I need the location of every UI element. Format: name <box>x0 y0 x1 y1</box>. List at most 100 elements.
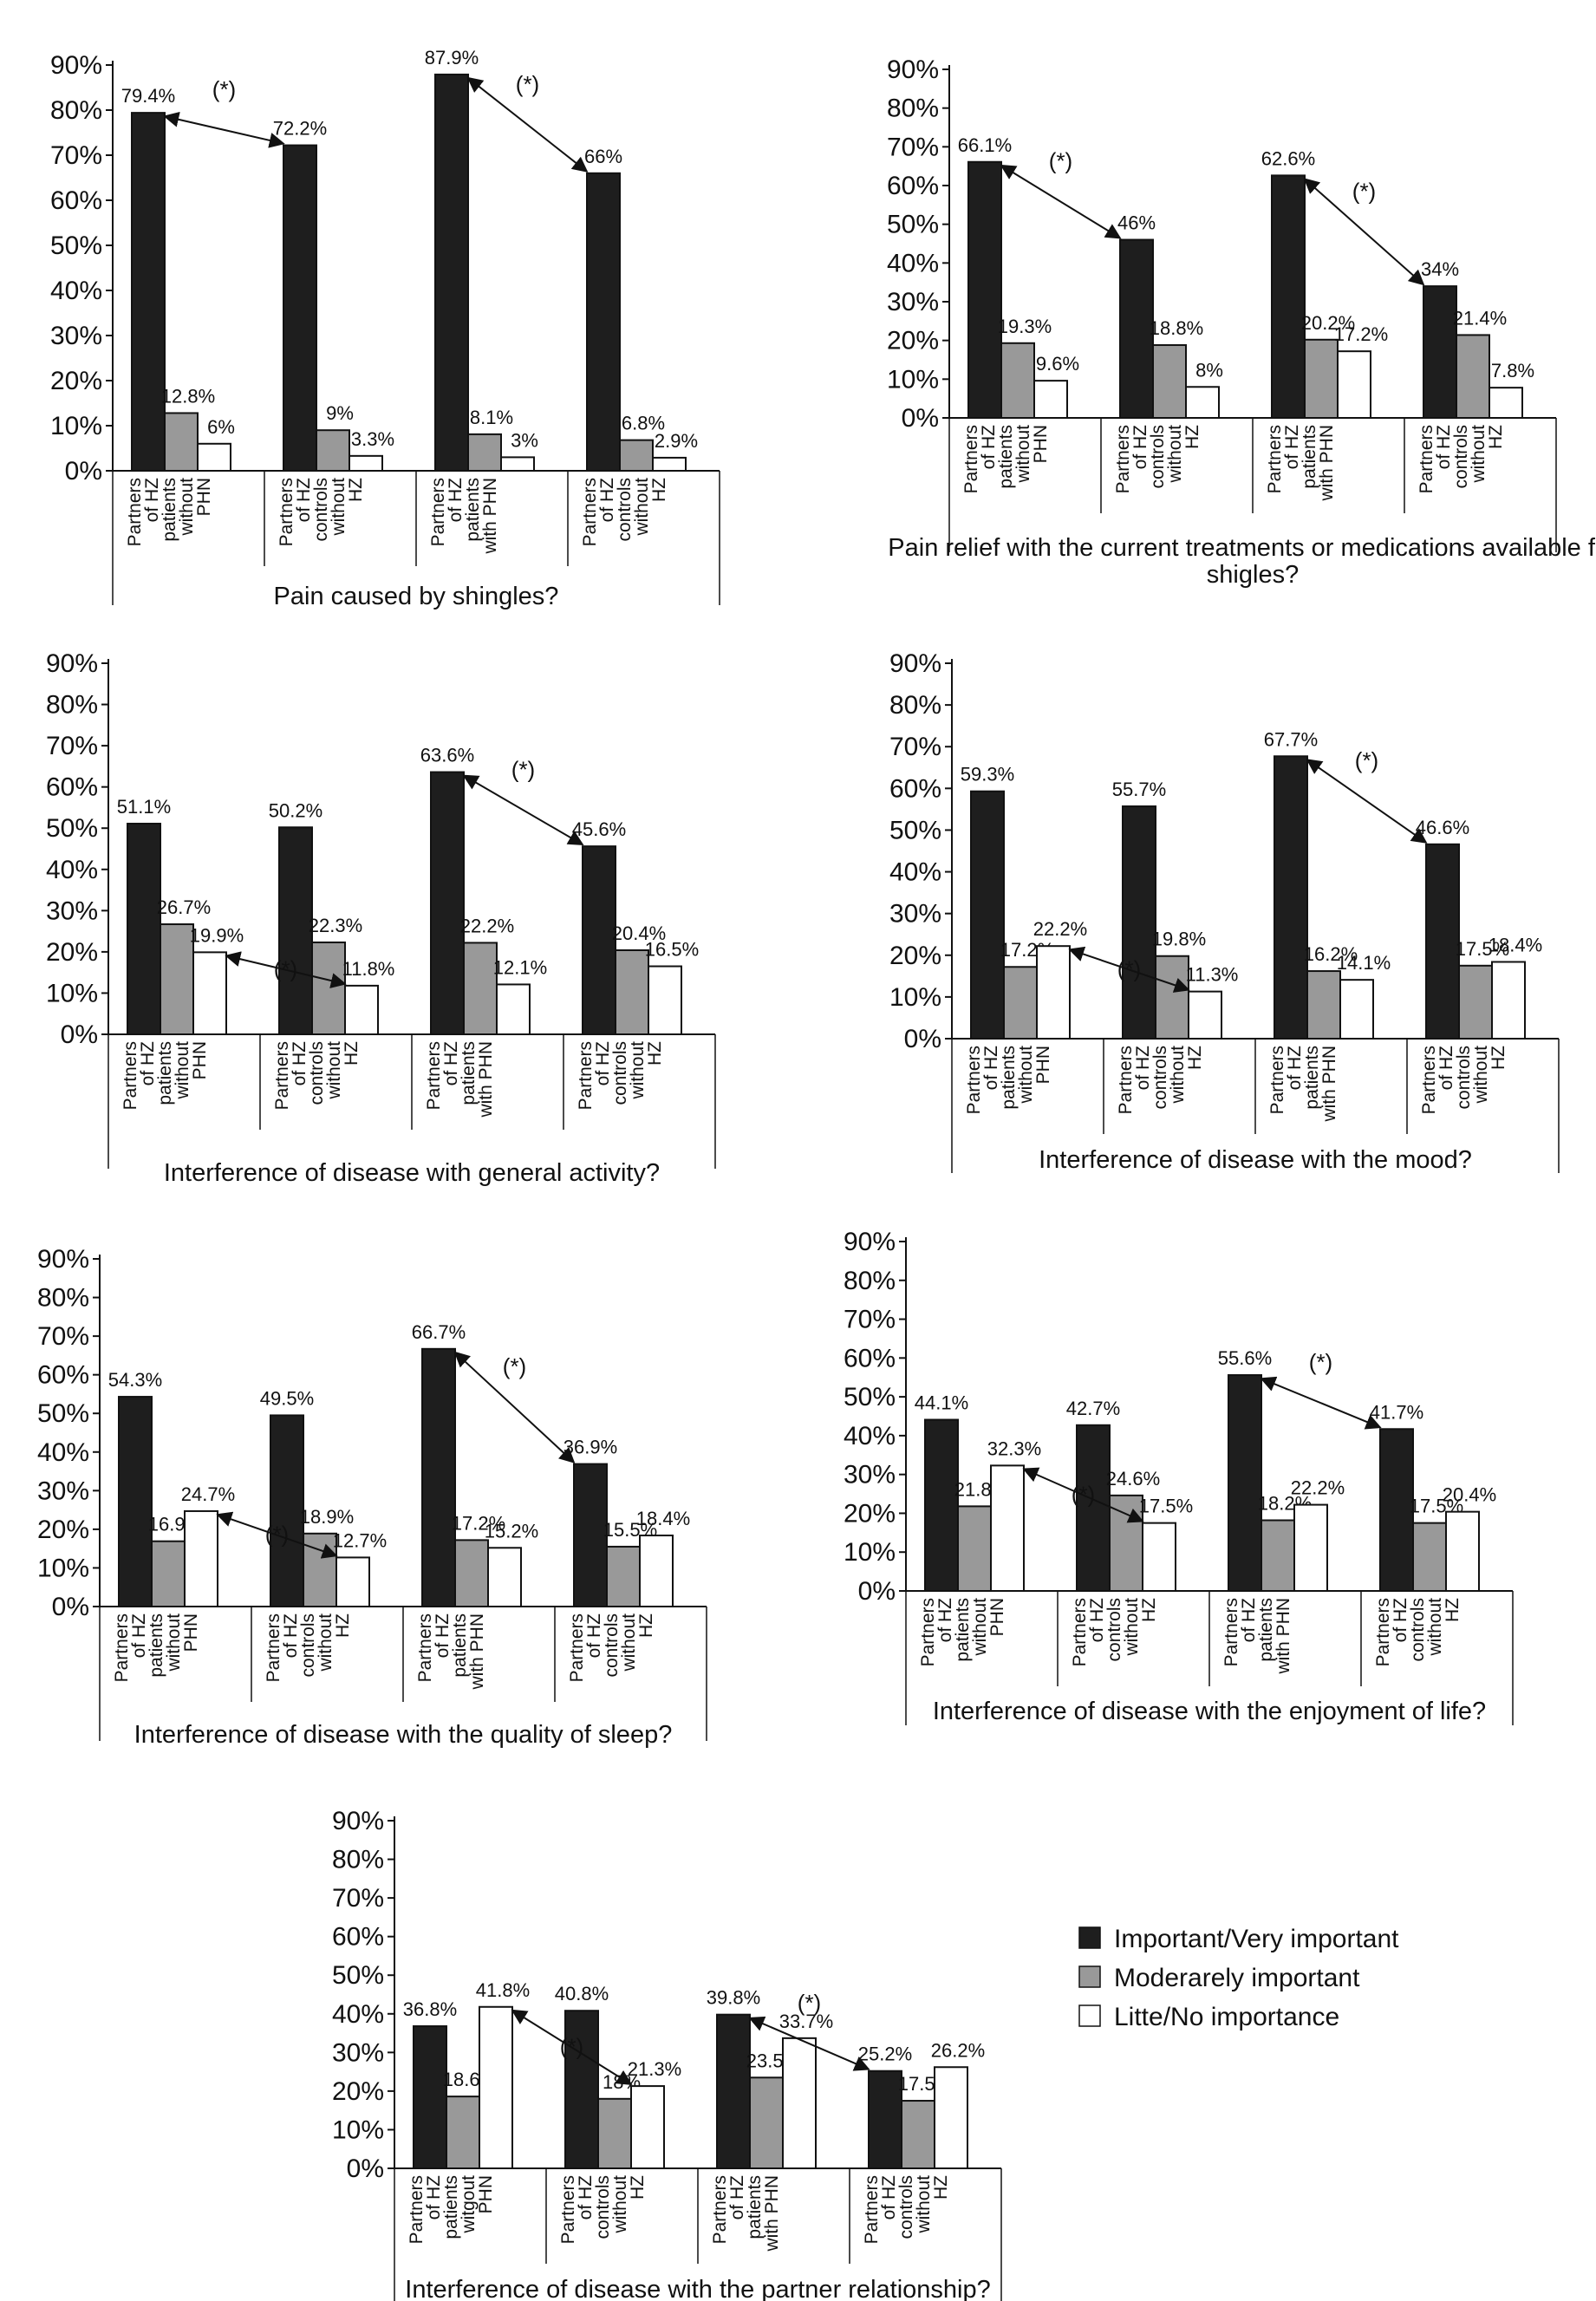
bar-important <box>970 790 1005 1040</box>
category-label-line: with PHN <box>1319 1046 1339 1123</box>
data-label: 50.2% <box>269 799 322 821</box>
category-label-line: HZ <box>628 2175 648 2200</box>
bar-little <box>1036 945 1071 1040</box>
category-label: Partnersof HZpatientswithoutPHN <box>121 1041 210 1111</box>
category-label-line: Partners <box>121 1041 140 1110</box>
category-label-line: of HZ <box>441 1041 461 1086</box>
category-label-line: without <box>1016 1046 1036 1105</box>
bar-moderate <box>606 1545 641 1607</box>
category-label-line: without <box>173 1041 192 1100</box>
significance-marker: (*) <box>798 1990 821 2016</box>
category-label-line: controls <box>610 1041 630 1105</box>
y-tick-label: 70% <box>844 1306 896 1334</box>
bar-moderate <box>463 942 498 1035</box>
bar-moderate <box>160 923 194 1035</box>
data-label: 22.3% <box>309 915 362 936</box>
y-tick-label: 0% <box>65 457 102 486</box>
y-tick-label: 90% <box>50 51 102 80</box>
data-label: 67.7% <box>1264 728 1318 750</box>
category-label-line: Partners <box>918 1598 938 1666</box>
bar-moderate <box>303 1532 337 1608</box>
category-label-line: of HZ <box>142 478 162 523</box>
category-label-line: patients <box>450 1613 470 1678</box>
category-label-line: Partners <box>558 2175 578 2244</box>
category-label-line: PHN <box>190 1041 210 1079</box>
data-label: 18.8% <box>1150 317 1203 339</box>
data-label: 25.2% <box>858 2044 912 2065</box>
category-label-line: Partners <box>1417 425 1436 493</box>
category-label-line: controls <box>1451 425 1471 489</box>
y-tick-label: 70% <box>889 733 941 761</box>
legend-swatch-moderate <box>1078 1965 1101 1988</box>
category-label-line: of HZ <box>1087 1598 1107 1643</box>
category-label-line: patients <box>953 1598 973 1662</box>
data-label: 22.2% <box>1291 1477 1345 1499</box>
data-label: 14.1% <box>1337 952 1391 974</box>
data-label: 20.4% <box>1443 1484 1496 1506</box>
y-tick-label: 90% <box>889 649 941 678</box>
y-tick-label: 30% <box>889 900 941 929</box>
category-label-line: Partners <box>862 2175 882 2244</box>
data-label: 19.3% <box>998 316 1052 337</box>
data-label: 3% <box>511 429 538 451</box>
category-label-line: HZ <box>645 1041 665 1066</box>
category-label-line: of HZ <box>1436 1046 1456 1091</box>
category-label: Partnersof HZpatientswith PHN <box>415 1613 487 1691</box>
category-label-line: Partners <box>1221 1598 1241 1666</box>
category-label-line: of HZ <box>1285 1046 1305 1091</box>
data-label: 19.8% <box>1152 929 1206 950</box>
bar-little <box>487 1547 522 1607</box>
bar-important <box>716 2013 751 2170</box>
legend: Important/Very important Moderarely impo… <box>1078 1925 1399 2031</box>
data-label: 9% <box>326 402 354 424</box>
chart-panel-6: 0%10%20%30%40%50%60%70%80%90%44.1%21.8%3… <box>844 1228 1514 1725</box>
y-tick-label: 60% <box>37 1361 89 1390</box>
bar-little <box>648 965 682 1035</box>
bar-moderate <box>1261 1519 1295 1592</box>
y-tick-label: 60% <box>332 1923 384 1952</box>
category-label-line: of HZ <box>981 1046 1001 1091</box>
category-label-line: PHN <box>987 1598 1007 1636</box>
category-label-line: patients <box>459 1041 479 1105</box>
category-label-line: HZ <box>931 2175 951 2200</box>
bar-important <box>1228 1374 1262 1592</box>
significance-marker: (*) <box>516 71 539 97</box>
y-tick-label: 60% <box>889 774 941 803</box>
chart-title: Pain caused by shingles? <box>274 583 559 610</box>
category-label-line: controls <box>1150 1046 1170 1110</box>
category-label: Partnersof HZpatientswith PHN <box>424 1041 496 1118</box>
category-label: Partnersof HZcontrolswithoutHZ <box>1417 425 1506 494</box>
data-label: 20.2% <box>1301 312 1355 334</box>
category-label-line: Partners <box>1419 1046 1439 1114</box>
category-label: Partnersof HZpatientswitgoutPHN <box>407 2175 496 2245</box>
bar-little <box>335 1556 370 1607</box>
category-label-line: of HZ <box>1391 1598 1410 1643</box>
y-tick-label: 60% <box>46 773 98 802</box>
category-label: Partnersof HZcontrolswithoutHZ <box>272 1041 362 1111</box>
data-label: 17.5% <box>1456 938 1509 960</box>
bar-little <box>1489 387 1523 420</box>
comparison-arrow <box>462 774 584 846</box>
category-label-line: HZ <box>1182 425 1202 449</box>
comparison-arrow <box>1068 946 1190 993</box>
category-label-line: of HZ <box>935 1598 955 1643</box>
bar-important <box>1425 843 1460 1040</box>
category-label-line: of HZ <box>290 1041 309 1086</box>
category-label-line: without <box>628 1041 648 1100</box>
category-label: Partnersof HZcontrolswithoutHZ <box>862 2175 951 2245</box>
bar-important <box>582 845 616 1035</box>
y-tick-label: 30% <box>332 2038 384 2067</box>
y-tick-label: 20% <box>332 2077 384 2106</box>
data-label: 55.6% <box>1218 1347 1272 1369</box>
category-label-line: patients <box>160 478 179 542</box>
comparison-arrow <box>225 951 347 988</box>
bar-important <box>1119 238 1154 419</box>
y-tick-label: 0% <box>52 1593 89 1621</box>
y-tick-label: 90% <box>887 55 939 84</box>
y-tick-label: 70% <box>50 141 102 170</box>
significance-marker: (*) <box>1355 747 1378 773</box>
bar-moderate <box>316 429 350 473</box>
category-label: Partnersof HZpatientswithoutPHN <box>961 425 1051 494</box>
y-tick-label: 20% <box>889 942 941 970</box>
category-label-line: without <box>619 1613 639 1672</box>
